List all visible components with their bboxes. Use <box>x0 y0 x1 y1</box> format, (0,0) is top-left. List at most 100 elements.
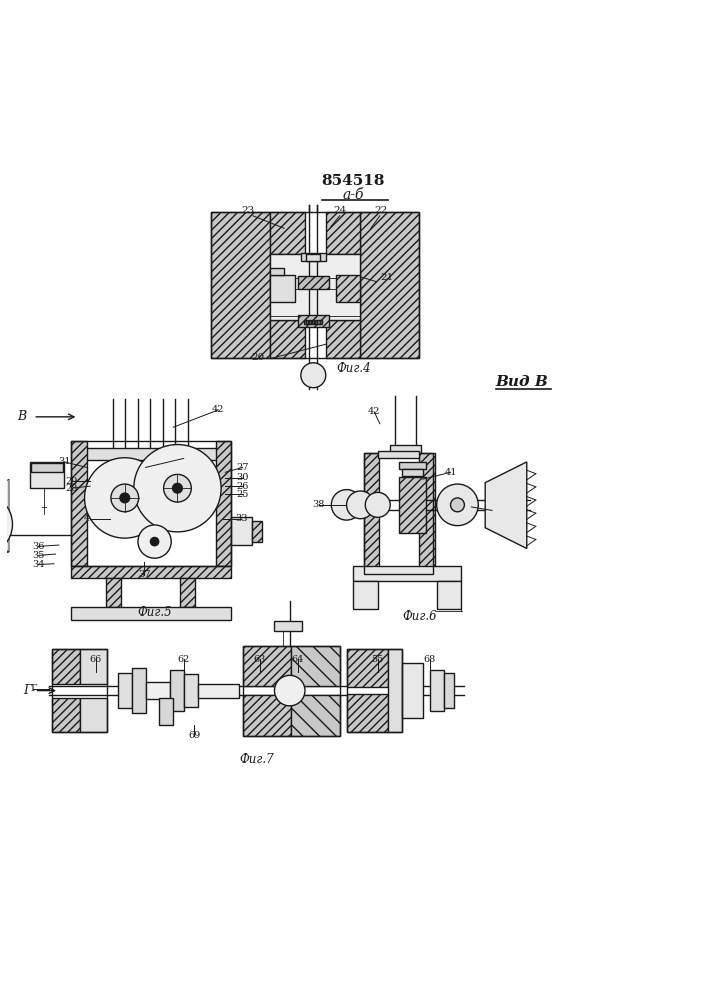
Text: 23: 23 <box>242 206 255 215</box>
Text: 40: 40 <box>84 514 96 523</box>
Text: Вид В: Вид В <box>496 375 549 389</box>
Text: Г: Г <box>30 684 37 693</box>
Bar <box>216 441 230 566</box>
Circle shape <box>332 490 362 520</box>
Bar <box>252 521 262 542</box>
Text: 64: 64 <box>292 655 304 664</box>
Text: 36: 36 <box>32 542 45 551</box>
Text: 22: 22 <box>375 206 388 215</box>
Polygon shape <box>485 462 527 549</box>
Bar <box>132 668 146 713</box>
Bar <box>300 253 326 261</box>
Circle shape <box>0 493 13 555</box>
Bar <box>211 212 270 358</box>
Bar <box>52 649 80 684</box>
Circle shape <box>450 498 464 512</box>
Bar <box>30 462 64 488</box>
Bar <box>402 663 423 718</box>
Text: Фиг.7: Фиг.7 <box>239 753 274 766</box>
Bar <box>243 646 291 686</box>
Bar <box>306 254 320 261</box>
Circle shape <box>274 675 305 706</box>
Bar <box>419 453 435 574</box>
Circle shape <box>111 484 139 512</box>
Text: 28: 28 <box>65 484 78 493</box>
Text: 42: 42 <box>368 407 380 416</box>
Bar <box>320 320 322 324</box>
Bar <box>270 268 284 275</box>
Bar <box>326 212 361 254</box>
Bar <box>364 453 379 574</box>
Bar <box>346 649 388 687</box>
Text: 30: 30 <box>236 473 249 482</box>
Polygon shape <box>0 479 9 552</box>
Bar <box>80 649 107 684</box>
Text: 21: 21 <box>380 273 393 282</box>
Bar <box>378 451 419 458</box>
Text: 20: 20 <box>252 353 265 362</box>
Bar <box>388 649 402 732</box>
Bar <box>75 448 228 460</box>
Circle shape <box>85 458 165 538</box>
Bar <box>346 649 402 732</box>
Text: Фиг.6: Фиг.6 <box>402 610 437 623</box>
Text: Г: Г <box>23 684 32 697</box>
Bar <box>146 682 170 699</box>
Text: 33: 33 <box>235 514 247 523</box>
Text: 63: 63 <box>254 655 266 664</box>
Text: 29: 29 <box>65 477 78 486</box>
Text: 26: 26 <box>236 482 249 491</box>
Bar <box>437 581 461 609</box>
Bar <box>160 698 173 725</box>
Bar <box>306 320 308 324</box>
Bar <box>243 646 339 736</box>
Bar <box>291 695 339 736</box>
Bar <box>71 607 230 620</box>
Bar <box>298 276 329 289</box>
Circle shape <box>134 445 221 532</box>
Text: 25: 25 <box>236 490 249 499</box>
Bar <box>197 684 239 698</box>
Bar <box>118 673 132 708</box>
Text: 69: 69 <box>188 731 200 740</box>
Bar <box>80 698 107 732</box>
Circle shape <box>346 491 374 519</box>
Text: 854518: 854518 <box>322 174 385 188</box>
Text: 35: 35 <box>32 551 45 560</box>
Bar <box>270 254 361 320</box>
Bar <box>399 477 426 533</box>
Bar <box>303 320 305 324</box>
Bar <box>270 275 295 302</box>
Text: 55: 55 <box>372 655 384 664</box>
Circle shape <box>300 363 326 388</box>
Text: 38: 38 <box>312 500 325 509</box>
Bar <box>106 578 122 607</box>
Bar <box>402 469 423 476</box>
Circle shape <box>437 484 478 526</box>
Bar <box>52 698 80 732</box>
Text: 24: 24 <box>333 206 346 215</box>
Circle shape <box>120 493 129 503</box>
Bar <box>346 694 388 732</box>
Text: 42: 42 <box>212 405 225 414</box>
Text: Фиг.4: Фиг.4 <box>337 362 370 375</box>
Polygon shape <box>0 517 9 573</box>
Bar <box>326 320 361 358</box>
Bar <box>390 445 421 453</box>
Text: 37: 37 <box>138 570 151 579</box>
Circle shape <box>138 525 171 558</box>
Bar <box>170 670 184 711</box>
Text: 62: 62 <box>177 655 190 664</box>
Text: 68: 68 <box>423 655 436 664</box>
Bar <box>31 463 63 472</box>
Bar <box>361 212 419 358</box>
Bar <box>354 581 378 609</box>
Circle shape <box>163 474 192 502</box>
Bar <box>71 441 87 566</box>
Bar <box>315 320 317 324</box>
Bar <box>52 649 107 732</box>
Text: 32: 32 <box>177 454 190 463</box>
Bar <box>184 674 197 707</box>
Bar <box>298 315 329 327</box>
Text: Фиг.5: Фиг.5 <box>137 606 172 619</box>
